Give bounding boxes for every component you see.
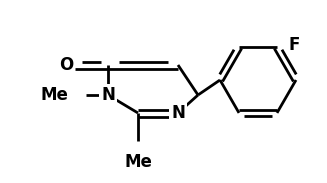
- Text: O: O: [59, 56, 73, 74]
- Text: N: N: [101, 86, 115, 104]
- Text: Me: Me: [40, 86, 68, 104]
- Text: N: N: [171, 104, 185, 122]
- Text: Me: Me: [124, 153, 152, 171]
- Text: F: F: [289, 36, 301, 54]
